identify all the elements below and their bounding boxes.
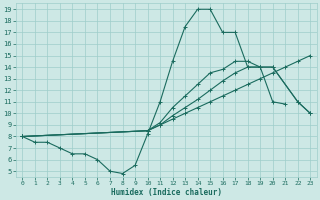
X-axis label: Humidex (Indice chaleur): Humidex (Indice chaleur) xyxy=(111,188,222,197)
